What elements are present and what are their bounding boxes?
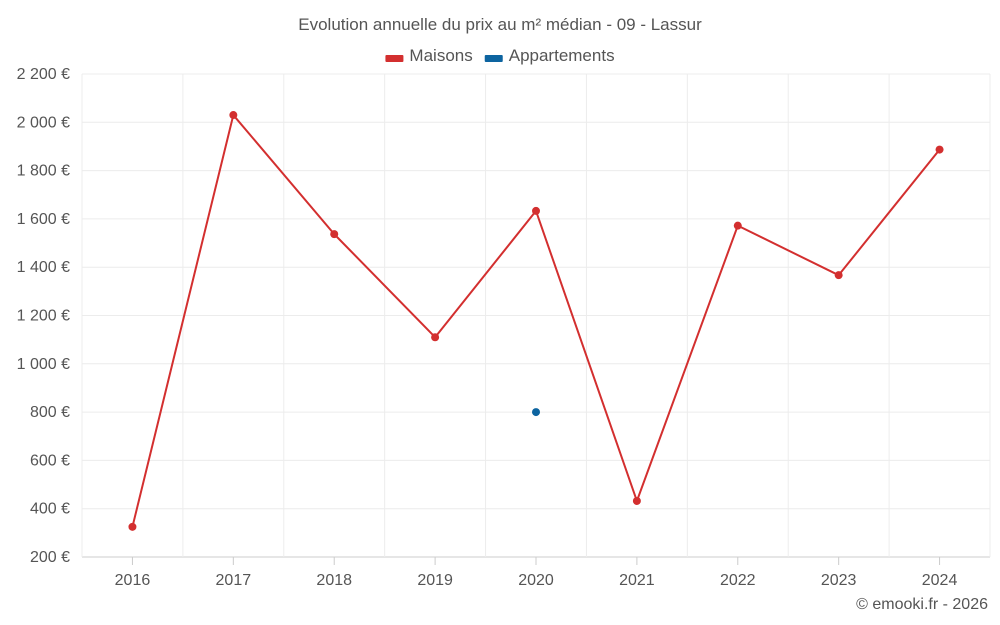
y-tick-label: 800 € <box>30 404 70 421</box>
legend-label: Appartements <box>509 46 615 65</box>
series-layer <box>128 111 944 531</box>
y-tick-label: 400 € <box>30 501 70 518</box>
y-tick-label: 2 200 € <box>17 66 70 83</box>
x-tick-label: 2021 <box>619 572 655 589</box>
legend-item-appartements[interactable]: Appartements <box>484 46 615 65</box>
credit-text: © emooki.fr - 2026 <box>856 596 988 613</box>
data-point-maisons[interactable] <box>431 333 440 342</box>
data-point-maisons[interactable] <box>935 145 944 154</box>
x-tick-label: 2017 <box>216 572 252 589</box>
x-tick-label: 2023 <box>821 572 857 589</box>
x-axis: 2016 2017 2018 2019 2020 2021 2022 2023 2024 <box>115 557 958 589</box>
legend-label: Maisons <box>409 46 472 65</box>
x-tick-label: 2019 <box>417 572 453 589</box>
x-tick-label: 2022 <box>720 572 756 589</box>
data-point-maisons[interactable] <box>229 111 238 120</box>
y-tick-label: 200 € <box>30 549 70 566</box>
y-tick-label: 1 400 € <box>17 259 70 276</box>
x-tick-label: 2016 <box>115 572 151 589</box>
grid <box>81 73 991 558</box>
legend: Maisons Appartements <box>385 46 615 65</box>
data-point-maisons[interactable] <box>330 230 339 239</box>
y-tick-label: 2 000 € <box>17 114 70 131</box>
y-tick-label: 1 200 € <box>17 308 70 325</box>
data-point-appartements[interactable] <box>532 408 540 417</box>
chart-title: Evolution annuelle du prix au m² médian … <box>298 15 702 34</box>
legend-item-maisons[interactable]: Maisons <box>385 46 473 65</box>
data-point-maisons[interactable] <box>733 221 742 230</box>
data-point-maisons[interactable] <box>128 522 137 531</box>
x-tick-label: 2024 <box>922 572 958 589</box>
data-point-maisons[interactable] <box>834 271 843 280</box>
data-point-maisons[interactable] <box>632 496 641 505</box>
y-tick-label: 1 600 € <box>17 211 70 228</box>
y-axis: 200 € 400 € 600 € 800 € 1 000 € 1 200 € 1 400 … <box>17 66 70 566</box>
x-tick-label: 2018 <box>316 572 352 589</box>
x-tick-label: 2020 <box>518 572 554 589</box>
data-point-maisons[interactable] <box>532 206 540 215</box>
y-tick-label: 1 000 € <box>17 356 70 373</box>
legend-swatch <box>484 55 503 62</box>
y-tick-label: 1 800 € <box>17 163 70 180</box>
legend-swatch <box>385 55 404 62</box>
series-line-maisons <box>131 114 941 528</box>
y-tick-label: 600 € <box>30 452 70 469</box>
